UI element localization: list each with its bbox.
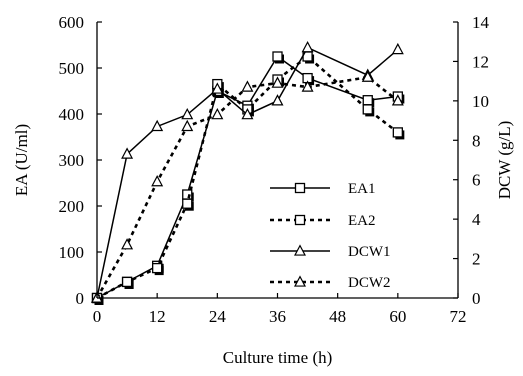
data-point-ea1	[272, 51, 283, 62]
legend-item-dcw2: DCW2	[270, 275, 391, 291]
legend-item-ea2: EA2	[270, 213, 376, 229]
data-point-dcw2	[391, 94, 404, 106]
y2-tick-label: 10	[472, 92, 489, 111]
legend-label: DCW2	[348, 275, 391, 291]
legend-marker-triangle	[294, 244, 306, 256]
y-tick-label: 300	[59, 151, 85, 170]
plot-area	[91, 40, 405, 305]
y2-tick-label: 0	[472, 289, 481, 308]
data-point-ea2	[182, 198, 193, 209]
data-point-dcw1	[391, 42, 404, 55]
data-point-ea2	[121, 276, 133, 288]
data-point-dcw1	[301, 40, 314, 53]
data-point-dcw1	[151, 119, 164, 132]
data-point-ea1	[362, 95, 373, 106]
legend: EA1 EA2 DCW1 DCW2	[270, 181, 391, 291]
data-point-dcw1	[121, 147, 134, 159]
legend-marker-square	[294, 214, 306, 226]
y-tick-label: 400	[59, 105, 85, 124]
series-line-dcw1	[96, 46, 399, 299]
legend-label: EA2	[348, 213, 376, 229]
series-line-ea1	[96, 55, 398, 299]
legend-item-dcw1: DCW1	[270, 244, 391, 260]
axes: 0 12 24 36 48 60 72010020030040050060002468101…	[59, 13, 490, 326]
y2-tick-label: 8	[472, 131, 481, 150]
data-point-dcw2	[151, 175, 164, 187]
series-dcw2	[91, 70, 404, 303]
x-tick-label: 36	[269, 307, 286, 326]
x-tick-label: 72	[450, 307, 467, 326]
data-point-ea2	[152, 262, 163, 274]
data-point-dcw2	[301, 80, 314, 92]
data-point-dcw1	[241, 107, 254, 120]
data-point-dcw1	[271, 94, 284, 106]
legend-item-ea1: EA1	[270, 181, 376, 197]
y2-tick-label: 14	[472, 13, 490, 32]
legend-label: DCW1	[348, 244, 391, 260]
legend-marker-triangle	[294, 275, 306, 287]
series-line-ea2	[96, 54, 399, 300]
data-point-dcw1	[181, 107, 194, 120]
y-tick-label: 500	[59, 59, 85, 78]
data-point-dcw2	[361, 70, 374, 82]
y2-axis-title: DCW (g/L)	[495, 121, 514, 200]
x-tick-label: 24	[209, 307, 227, 326]
legend-label: EA1	[348, 181, 376, 197]
data-point-dcw2	[181, 119, 194, 132]
y2-tick-label: 4	[472, 210, 481, 229]
data-point-dcw2	[271, 76, 284, 88]
x-tick-label: 60	[389, 307, 406, 326]
y-axis-title: EA (U/ml)	[12, 124, 31, 196]
data-point-dcw2	[241, 80, 254, 92]
data-point-dcw2	[211, 107, 224, 120]
y-tick-label: 600	[59, 13, 85, 32]
y2-tick-label: 6	[472, 171, 481, 190]
x-tick-label: 0	[93, 307, 102, 326]
x-axis-title: Culture time (h)	[223, 348, 333, 367]
y-tick-label: 200	[59, 197, 85, 216]
y-tick-label: 0	[76, 289, 85, 308]
y2-tick-label: 12	[472, 52, 489, 71]
data-point-dcw1	[211, 82, 224, 94]
x-tick-label: 48	[329, 307, 346, 326]
data-point-ea2	[362, 104, 373, 115]
series-line-dcw2	[95, 75, 399, 299]
y-tick-label: 100	[59, 243, 85, 262]
legend-marker-square	[294, 182, 306, 194]
data-point-ea2	[392, 127, 403, 138]
data-point-dcw2	[121, 238, 134, 250]
y2-tick-label: 2	[472, 250, 481, 269]
x-tick-label: 12	[149, 307, 166, 326]
